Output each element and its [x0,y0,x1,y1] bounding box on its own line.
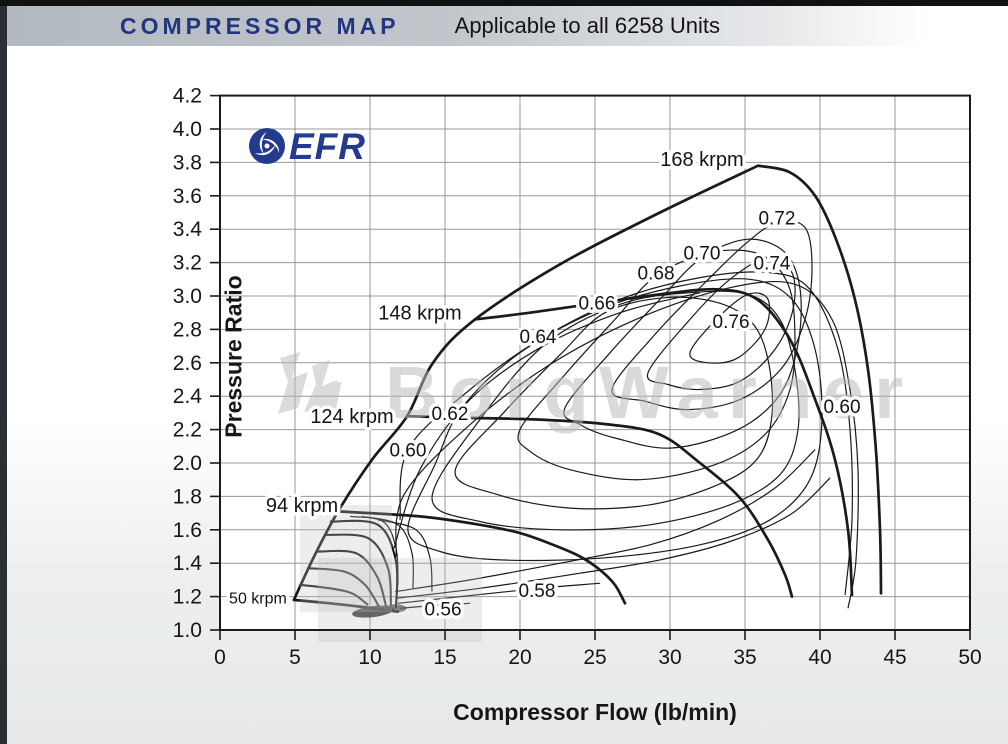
efr-swirl-blade [254,144,276,156]
efficiency-label-0-62: 0.62 [431,404,468,425]
x-tick-label: 40 [808,646,831,669]
speed-line-148-krpm [473,287,854,597]
x-tick-label: 35 [733,646,756,669]
cluster-hook-contour [377,519,433,592]
cluster-hook-contour [361,515,414,589]
curve-labels: 50 krpm 94 krpm 124 krpm 148 krpm 168 krpm 0.… [226,146,864,624]
y-axis-title: Pressure Ratio [220,275,247,438]
y-tick-label: 1.6 [173,519,202,542]
efficiency-contour-0-66 [454,296,774,510]
compressor-map-chart: BorgWarner 0 5 10 15 20 25 30 35 40 45 50 4.2 4.0 3.8 3… [0,46,1008,744]
efficiency-label-0-60: 0.60 [389,441,426,462]
x-tick-label: 15 [433,646,456,669]
gridlines [220,95,970,630]
y-tick-label: 3.6 [173,185,202,208]
speed-label-94-krpm: 94 krpm [266,495,338,517]
efficiency-label-0-64: 0.64 [520,327,557,348]
efficiency-contour-0-56-fan-2 [397,582,601,604]
speed-lines [292,164,883,613]
y-tick-label: 2.6 [173,352,202,375]
y-tick-label: 4.0 [173,118,202,141]
speed-label-124-krpm: 124 krpm [310,406,393,428]
x-tick-label: 0 [214,646,226,669]
speed-line-94-krpm [336,510,627,605]
efficiency-contour-0-74 [646,256,796,391]
x-axis-title: Compressor Flow (lb/min) [453,699,737,725]
efficiency-label-0-66: 0.66 [578,294,615,315]
axis-ticks [210,94,971,640]
watermark-stamp-1 [300,505,392,612]
page-subtitle: Applicable to all 6258 Units [454,13,721,38]
borgwarner-wings-icon [278,352,342,414]
efficiency-contour-0-56-fan-1 [399,602,471,609]
efficiency-contour-0-58-bottom [395,477,831,599]
speed-line-124-krpm [405,414,794,598]
efficiency-label-0-58: 0.58 [518,581,555,602]
speed-line-surge-line [292,164,760,602]
efr-swirl-blade [259,132,267,154]
efr-logo-text: EFR [289,126,366,167]
minor-speed-line [317,549,388,607]
efficiency-contour-0-68 [517,249,796,481]
header-bar: COMPRESSOR MAP Applicable to all 6258 Un… [7,6,1008,46]
efficiency-label-0-56: 0.56 [425,599,462,620]
efficiency-contour-0-76 [689,292,771,364]
x-tick-label: 50 [958,646,981,669]
x-tick-label: 5 [289,646,301,669]
y-tick-label: 3.8 [173,151,202,174]
cluster-choke-blob-2 [384,604,407,613]
speed-label-168-krpm: 168 krpm [660,149,743,171]
watermark-stamp-2 [318,558,482,642]
y-tick-label: 2.0 [173,452,202,475]
y-tick-label: 1.4 [173,552,203,575]
x-tick-label: 30 [658,646,681,669]
wing-shape-3 [324,382,342,408]
minor-speed-line [329,519,399,609]
y-tick-label: 1.0 [173,619,202,642]
efficiency-label-0-72: 0.72 [758,209,795,230]
cluster-choke-blob [352,605,394,618]
wing-shape-1 [278,352,308,414]
efficiency-contour-0-62 [407,278,823,562]
y-tick-label: 3.0 [173,285,202,308]
efficiency-label-0-74: 0.74 [754,254,791,275]
efr-swirl-blade [261,138,280,153]
x-tick-label: 25 [583,646,606,669]
minor-speed-line [300,583,369,606]
x-tick-label: 10 [358,646,381,669]
page-title: COMPRESSOR MAP [120,12,400,39]
x-tick-label: 20 [508,646,531,669]
efficiency-contour-0-64 [431,290,800,531]
efficiency-label-0-76: 0.76 [713,312,750,333]
efficiency-contour-0-6-bottom [395,449,816,593]
y-tick-label: 2.4 [173,385,203,408]
minor-speed-line [308,567,380,608]
y-tick-label: 3.4 [173,218,203,241]
y-tick-label: 1.8 [173,485,202,508]
minor-speed-lines [300,519,399,609]
efficiency-contour-0-58-upper-flank [395,280,859,609]
efficiency-label-0-68: 0.68 [638,264,675,285]
efficiency-contour-0-6-upper-flank [399,271,853,595]
speed-label-148-krpm: 148 krpm [378,303,461,325]
minor-speed-line [323,533,393,607]
efr-logo: EFR [249,126,366,167]
top-border-bar [0,0,1008,6]
efficiency-label-0-70: 0.70 [683,244,720,265]
speed-line-168-krpm [756,164,883,595]
y-tick-label: 4.2 [173,85,202,108]
efficiency-label-0-60: 0.60 [824,397,861,418]
y-tick-label: 2.8 [173,318,202,341]
efr-swirl-hub [264,143,270,149]
y-tick-label: 1.2 [173,586,202,609]
speed-label-50-krpm: 50 krpm [229,591,287,608]
tick-labels: 0 5 10 15 20 25 30 35 40 45 50 4.2 4.0 3.8 3.6 3.4 3.2 3.… [173,85,982,669]
y-tick-label: 2.2 [173,419,202,442]
left-border-bar [0,6,7,744]
x-tick-label: 45 [883,646,906,669]
efficiency-contours [350,220,859,609]
efficiency-contour-0-7 [563,238,802,449]
y-tick-label: 3.2 [173,252,202,275]
